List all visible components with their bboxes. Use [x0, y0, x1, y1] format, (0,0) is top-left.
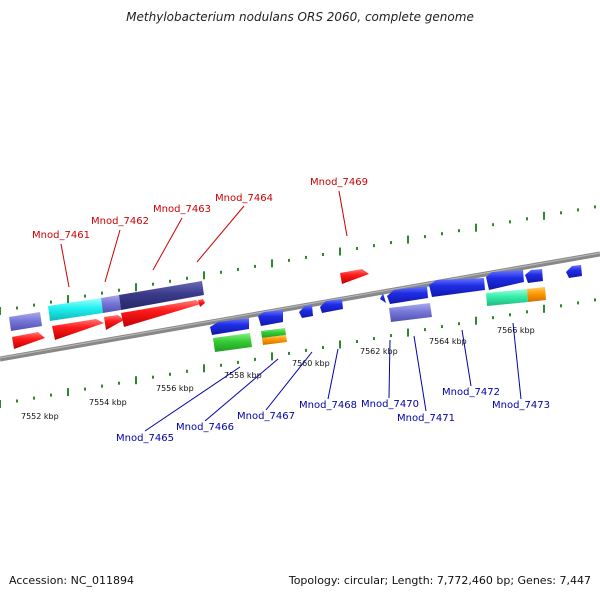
reverse-gene-labels: Mnod_7465 Mnod_7466 Mnod_7467 Mnod_7468 …: [116, 387, 550, 444]
forward-label-lines: [60, 190, 348, 288]
genome-title: Methylobacterium nodulans ORS 2060, comp…: [126, 10, 474, 24]
genome-summary: Topology: circular; Length: 7,772,460 bp…: [288, 574, 591, 587]
scale-label: 7556 kbp: [156, 384, 194, 393]
gene-arrow[interactable]: [210, 318, 249, 335]
gene-label[interactable]: Mnod_7469: [310, 177, 368, 188]
reverse-label-lines: [144, 322, 522, 432]
gene-arrow[interactable]: [119, 281, 204, 310]
forward-gene-labels: Mnod_7461 Mnod_7462 Mnod_7463 Mnod_7464 …: [32, 177, 368, 241]
gene-label[interactable]: Mnod_7470: [361, 399, 419, 410]
gene-label[interactable]: Mnod_7468: [299, 400, 357, 411]
gene-label[interactable]: Mnod_7467: [237, 411, 295, 422]
gene-arrow[interactable]: [380, 293, 386, 303]
gene-arrow[interactable]: [525, 269, 543, 283]
scale-label: 7564 kbp: [429, 337, 467, 346]
scale-ticks: [0, 205, 596, 408]
gene-arrow[interactable]: [486, 270, 524, 290]
reverse-strand-genes: [210, 265, 582, 352]
gene-box[interactable]: [389, 303, 432, 322]
gene-arrow[interactable]: [320, 299, 343, 313]
gene-arrow[interactable]: [121, 300, 201, 327]
gene-arrow[interactable]: [101, 295, 121, 313]
gene-box[interactable]: [261, 328, 286, 338]
gene-label[interactable]: Mnod_7465: [116, 433, 174, 444]
scale-label: 7554 kbp: [89, 398, 127, 407]
scale-label: 7566 kbp: [497, 326, 535, 335]
gene-box[interactable]: [262, 335, 287, 345]
forward-strand-genes: [9, 269, 369, 349]
gene-arrow[interactable]: [566, 265, 582, 278]
scale-label: 7560 kbp: [292, 359, 330, 368]
gene-arrow[interactable]: [12, 332, 45, 349]
gene-arrow[interactable]: [340, 269, 369, 284]
gene-label[interactable]: Mnod_7461: [32, 230, 90, 241]
gene-label[interactable]: Mnod_7473: [492, 400, 550, 411]
gene-arrow[interactable]: [48, 298, 103, 321]
gene-arrow[interactable]: [198, 299, 205, 307]
scale-labels: 7552 kbp 7554 kbp 7556 kbp 7558 kbp 7560…: [21, 326, 535, 421]
gene-arrow[interactable]: [387, 286, 428, 304]
scale-label: 7552 kbp: [21, 412, 59, 421]
gene-box[interactable]: [527, 287, 546, 302]
gene-label[interactable]: Mnod_7464: [215, 193, 273, 204]
gene-label[interactable]: Mnod_7462: [91, 216, 149, 227]
gene-arrow[interactable]: [258, 310, 283, 326]
gene-box[interactable]: [213, 333, 252, 352]
gene-label[interactable]: Mnod_7463: [153, 204, 211, 215]
gene-arrow[interactable]: [52, 319, 104, 340]
gene-arrow[interactable]: [429, 278, 485, 297]
gene-box[interactable]: [486, 289, 528, 306]
scale-label: 7558 kbp: [224, 371, 262, 380]
accession-label: Accession: NC_011894: [9, 574, 135, 587]
gene-arrow[interactable]: [104, 315, 124, 330]
gene-label[interactable]: Mnod_7471: [397, 413, 455, 424]
gene-arrow[interactable]: [9, 312, 42, 331]
gene-label[interactable]: Mnod_7466: [176, 422, 234, 433]
gene-arrow[interactable]: [299, 305, 313, 318]
gene-label[interactable]: Mnod_7472: [442, 387, 500, 398]
scale-label: 7562 kbp: [360, 347, 398, 356]
